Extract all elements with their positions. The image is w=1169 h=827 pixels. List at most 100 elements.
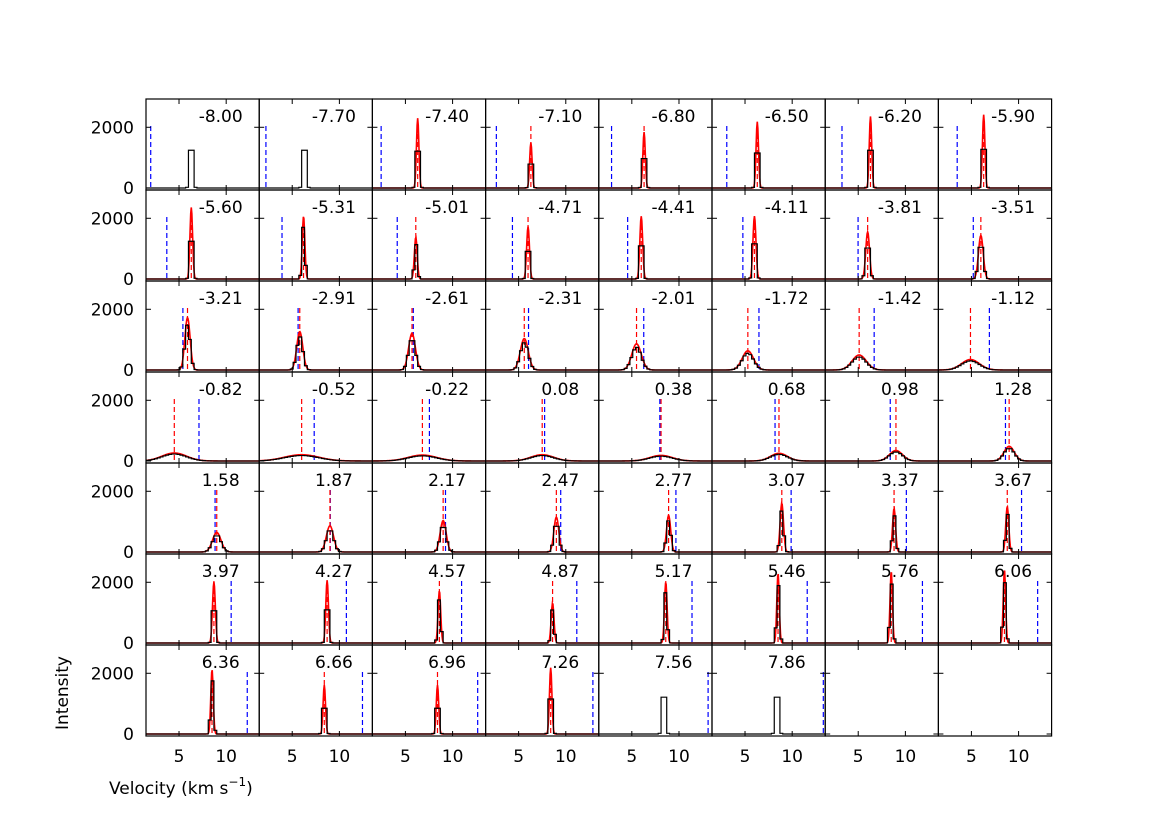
observed-spectrum <box>938 448 1052 462</box>
model-curve <box>712 350 826 371</box>
observed-spectrum <box>146 453 260 462</box>
channel-panel: 2.77 <box>598 462 713 555</box>
channel-panel: 3.67 <box>937 462 1053 555</box>
y-axis-label: Intensity <box>53 656 73 730</box>
y-tick-label: 0 <box>123 725 134 745</box>
panel-plot-area <box>825 489 939 553</box>
observed-spectrum <box>146 240 260 280</box>
observed-spectrum <box>146 610 260 644</box>
panel-plot-area <box>825 307 939 371</box>
panel-plot-area <box>598 125 712 189</box>
panel-plot-area <box>938 398 1052 462</box>
panel-plot-area <box>712 398 826 462</box>
panel-velocity-label: 4.27 <box>315 562 353 582</box>
y-tick-label: 2000 <box>91 664 134 684</box>
panel-plot-area <box>485 580 599 644</box>
x-tick-label: 5 <box>287 747 298 767</box>
model-curve <box>485 337 599 371</box>
channel-panel: 2.17 <box>371 462 487 555</box>
panel-velocity-label: -5.01 <box>425 198 469 218</box>
channel-panel: 6.06 <box>937 553 1053 646</box>
panel-plot-area <box>598 671 712 735</box>
panel-velocity-label: 3.67 <box>994 471 1032 491</box>
observed-spectrum <box>598 346 712 371</box>
channel-panel: -0.22 <box>371 371 487 464</box>
channel-panel: 7.56 5 10 <box>598 644 713 767</box>
channel-panel: -4.71 <box>485 189 600 282</box>
observed-spectrum <box>938 513 1052 553</box>
panel-velocity-label: 2.47 <box>541 471 579 491</box>
panel-plot-area <box>259 307 373 371</box>
panel-velocity-label: -3.81 <box>878 198 922 218</box>
model-curve <box>825 228 939 280</box>
channel-panel: -3.51 <box>937 189 1053 282</box>
channel-panel: -0.82 0 2000 <box>91 371 260 472</box>
model-curve <box>712 216 826 280</box>
observed-spectrum <box>712 696 826 735</box>
model-curve <box>259 580 373 644</box>
panel-plot-area <box>146 580 260 644</box>
observed-spectrum <box>372 150 486 189</box>
panel-plot-area <box>712 307 826 371</box>
panel-velocity-label: -2.91 <box>312 289 356 309</box>
y-tick-label: 2000 <box>91 391 134 411</box>
panel-plot-area <box>372 307 486 371</box>
channel-panel: -3.21 0 2000 <box>91 280 260 381</box>
channel-panel: -5.31 <box>258 189 374 282</box>
panel-plot-area <box>259 398 373 462</box>
x-tick-label: 5 <box>400 747 411 767</box>
y-tick-label: 0 <box>123 270 134 290</box>
y-tick-label: 2000 <box>91 118 134 138</box>
observed-spectrum <box>259 707 373 735</box>
observed-spectrum <box>825 356 939 371</box>
channel-panel: 6.36 0 2000 5 10 <box>91 644 260 767</box>
model-curve <box>598 582 712 644</box>
model-curve <box>259 330 373 371</box>
panel-plot-area <box>825 572 939 644</box>
observed-spectrum <box>485 609 599 644</box>
observed-spectrum <box>485 342 599 371</box>
panel-plot-area <box>146 669 260 735</box>
panel-velocity-label: -2.31 <box>538 289 582 309</box>
y-tick-label: 0 <box>123 361 134 381</box>
x-tick-label: 10 <box>555 747 577 767</box>
observed-spectrum <box>712 152 826 189</box>
panel-velocity-label: -6.20 <box>878 107 922 127</box>
panel-velocity-label: -4.41 <box>652 198 696 218</box>
y-tick-label: 2000 <box>91 482 134 502</box>
channel-panel: -1.72 <box>711 280 826 373</box>
y-tick-label: 2000 <box>91 573 134 593</box>
channel-panel: 1.28 <box>937 371 1053 464</box>
channel-panel: 3.97 0 2000 <box>91 553 260 654</box>
panel-plot-area <box>146 307 260 371</box>
model-curve <box>372 234 486 280</box>
panel-velocity-label: 3.07 <box>768 471 806 491</box>
channel-panel: 7.26 5 10 <box>485 644 600 767</box>
channel-panel: 6.96 5 10 <box>371 644 487 767</box>
observed-spectrum <box>259 336 373 371</box>
panel-plot-area <box>372 489 486 553</box>
model-curve <box>825 506 939 553</box>
panel-plot-area <box>485 667 599 735</box>
model-curve <box>485 667 599 735</box>
panel-velocity-label: -4.11 <box>765 198 809 218</box>
panel-plot-area <box>485 307 599 371</box>
observed-spectrum <box>825 451 939 462</box>
observed-spectrum <box>372 707 486 735</box>
panel-velocity-label: 2.77 <box>655 471 693 491</box>
x-axis-label-main: Velocity (km s <box>109 779 229 799</box>
model-curve <box>146 581 260 644</box>
panel-plot-area <box>712 671 826 735</box>
panel-velocity-label: -2.01 <box>652 289 696 309</box>
model-curve <box>598 343 712 371</box>
channel-panel: -2.61 <box>371 280 487 373</box>
observed-spectrum <box>825 583 939 644</box>
panel-velocity-label: -6.50 <box>765 107 809 127</box>
channel-panel: 0.68 <box>711 371 826 464</box>
panel-velocity-label: 1.58 <box>202 471 240 491</box>
channel-panel: 6.66 5 10 <box>258 644 374 767</box>
observed-spectrum <box>712 352 826 371</box>
model-curve <box>146 531 260 553</box>
x-tick-label: 5 <box>966 747 977 767</box>
panel-frame <box>824 644 940 737</box>
